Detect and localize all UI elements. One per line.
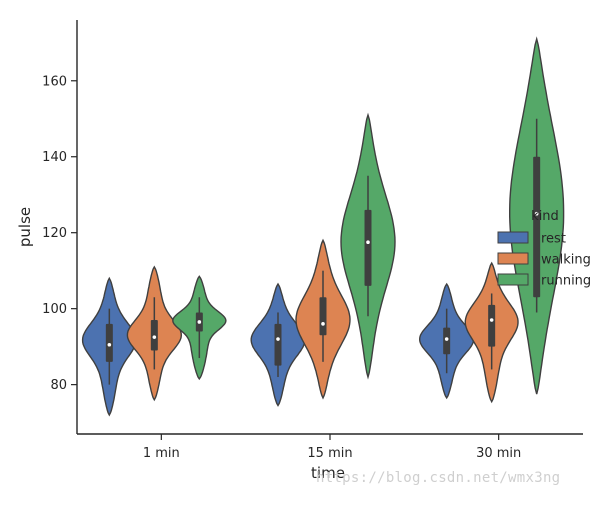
violin-iqr-box bbox=[274, 323, 282, 366]
violin-iqr-box bbox=[105, 323, 113, 362]
violin-iqr-box bbox=[319, 297, 327, 336]
x-tick-label: 15 min bbox=[307, 446, 352, 461]
violin-median-dot bbox=[276, 337, 280, 341]
x-axis-label: time bbox=[311, 464, 345, 482]
axes-layer: 80 100 120 140 160 1 min 15 min 30 min bbox=[42, 20, 583, 461]
legend-swatch bbox=[497, 231, 529, 244]
violin-walking-1-min bbox=[126, 265, 183, 402]
y-tick-label: 100 bbox=[42, 302, 67, 317]
violin-iqr-box bbox=[488, 304, 496, 347]
legend-entry-running: running bbox=[497, 273, 591, 289]
y-tick-label: 140 bbox=[42, 150, 67, 165]
violin-median-dot bbox=[107, 342, 112, 347]
violin-median-dot bbox=[489, 318, 494, 322]
legend-label: running bbox=[541, 274, 591, 289]
legend-entry-rest: rest bbox=[497, 231, 566, 247]
violin-iqr-box bbox=[533, 156, 541, 298]
violin-iqr-box bbox=[150, 320, 158, 351]
legend-swatch bbox=[497, 273, 529, 286]
violin-running-1-min bbox=[172, 275, 227, 381]
legend-label: rest bbox=[541, 232, 566, 247]
legend-label: walking bbox=[541, 253, 591, 268]
violin-rest-1-min bbox=[81, 276, 137, 417]
y-axis-label: pulse bbox=[16, 207, 34, 247]
violin-walking-30-min bbox=[464, 261, 519, 404]
violin-median-dot bbox=[321, 322, 325, 326]
violin-running-30-min bbox=[509, 36, 565, 395]
violin-walking-15-min bbox=[295, 238, 351, 400]
violin-median-dot bbox=[197, 320, 202, 324]
violin-running-15-min bbox=[340, 112, 396, 380]
x-tick-label: 1 min bbox=[143, 446, 180, 461]
legend-entry-walking: walking bbox=[497, 252, 591, 268]
watermark-text: https://blog.csdn.net/wmx3ng bbox=[316, 470, 561, 486]
violin-iqr-box bbox=[364, 209, 372, 286]
violin-median-dot bbox=[152, 335, 157, 339]
violin-median-dot bbox=[534, 211, 539, 216]
legend: kind rest walking running bbox=[497, 209, 591, 289]
legend-swatch bbox=[497, 252, 529, 265]
x-tick-label: 30 min bbox=[476, 446, 521, 461]
violins-layer bbox=[81, 36, 565, 417]
violin-rest-15-min bbox=[250, 282, 306, 407]
y-tick-label: 160 bbox=[42, 74, 67, 89]
y-tick-label: 80 bbox=[50, 378, 67, 393]
legend-title: kind bbox=[531, 209, 559, 224]
violin-rest-30-min bbox=[418, 282, 475, 400]
violin-median-dot bbox=[366, 240, 370, 244]
violin-iqr-box bbox=[443, 327, 451, 355]
y-tick-label: 120 bbox=[42, 226, 67, 241]
violin-median-dot bbox=[444, 337, 449, 341]
